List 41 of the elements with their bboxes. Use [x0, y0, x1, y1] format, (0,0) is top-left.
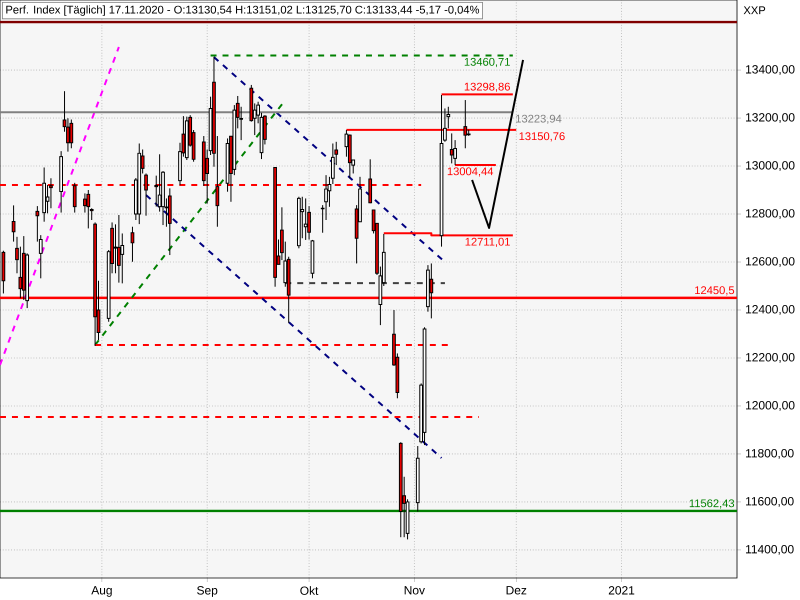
y-tick-label: 13000,00	[746, 161, 795, 171]
y-tick-label: 12400,00	[746, 305, 795, 315]
candlestick	[324, 174, 328, 221]
series-label: 12711,01	[466, 238, 510, 247]
candlestick	[18, 246, 22, 299]
y-tick-label: 11800,00	[746, 449, 794, 459]
series-label: 13223,94	[516, 114, 562, 124]
candlestick	[117, 214, 121, 284]
y-tick-label: 11600,00	[746, 497, 794, 507]
y-tick-label: 12000,00	[746, 401, 795, 411]
x-tick-label: Sep	[197, 586, 218, 597]
x-tick-label: Okt	[300, 586, 318, 595]
candlestick	[69, 118, 74, 149]
x-tick-label: Aug	[91, 586, 112, 597]
candlestick	[429, 262, 434, 319]
text: XXP	[744, 6, 766, 14]
x-tick-label: Dez	[506, 586, 526, 594]
series-label: 13150,76	[519, 132, 565, 142]
y-tick-label: 12800,00	[746, 209, 795, 219]
series-label: 13460,71	[464, 58, 510, 68]
candlestick	[463, 100, 468, 149]
series-label: 13004,44	[448, 167, 494, 177]
ref-line-label: 12450,5	[695, 286, 734, 296]
candlestick	[86, 190, 90, 229]
x-tick-label: 2021	[608, 586, 634, 595]
y-tick-label: 13200,00	[746, 113, 795, 123]
y-tick-label: 11400,00	[746, 544, 794, 555]
chart-title: Perf. Index [Täglich] 17.11.2020 - O:13130,54 H:13151,02 L:13125,70 C:13133,44 -5,17 -0,04%	[6, 5, 480, 16]
candlestick	[144, 172, 148, 216]
y-tick-label: 12600,00	[746, 257, 795, 267]
candlestick	[130, 226, 134, 262]
y-tick-label: 12200,00	[746, 353, 795, 363]
ref-line-label: 11562,43	[690, 499, 734, 509]
candlestick	[368, 158, 372, 204]
candlestick	[72, 182, 77, 214]
y-tick-label: 13400,00	[746, 65, 795, 75]
candlestick	[450, 132, 454, 164]
candlestick	[12, 204, 16, 242]
candlestick	[83, 192, 87, 214]
series-label: 13298,86	[464, 82, 510, 92]
x-tick-label: Nov	[404, 586, 425, 594]
